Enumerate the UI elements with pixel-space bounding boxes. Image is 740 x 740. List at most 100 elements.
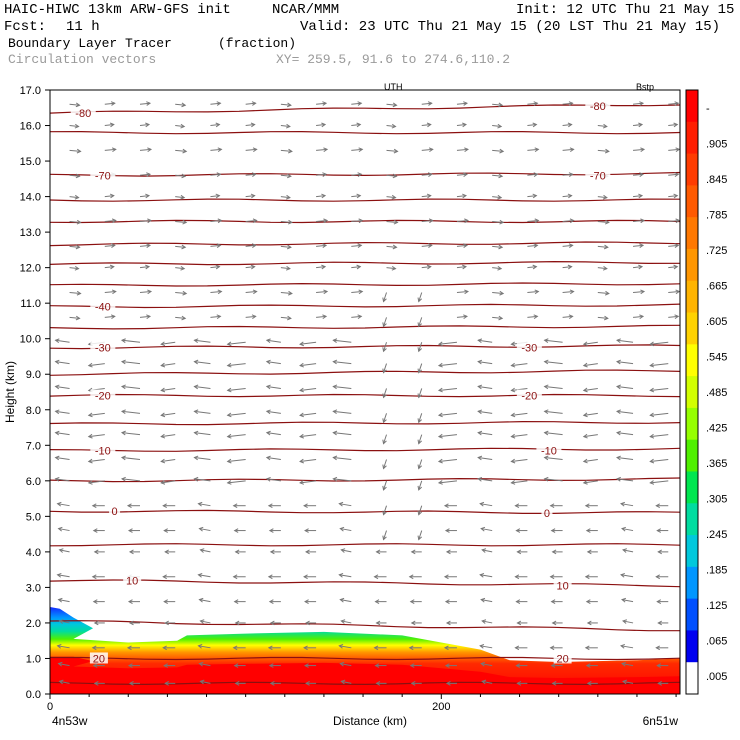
y-tick-label: 4.0 — [26, 547, 41, 559]
circulation-vector — [492, 292, 504, 295]
circulation-vector — [418, 342, 423, 352]
colorbar-swatch — [686, 217, 698, 250]
circulation-vector — [616, 457, 634, 461]
vector-arrowhead — [616, 384, 621, 390]
y-tick-label: 9.0 — [26, 369, 41, 381]
vector-arrowhead — [382, 322, 387, 328]
vector-arrowhead — [674, 314, 680, 320]
temperature-contour — [50, 420, 680, 426]
circulation-vector — [668, 219, 680, 222]
vector-arrowhead — [285, 123, 291, 129]
vector-arrowhead — [410, 680, 416, 686]
circulation-vector — [300, 434, 317, 438]
circulation-vector — [341, 549, 352, 553]
circulation-vector — [616, 385, 634, 389]
vector-arrowhead — [269, 549, 275, 555]
vector-arrowhead — [110, 101, 116, 106]
colorbar-label: .665 — [706, 280, 727, 292]
temperature-contour — [50, 130, 680, 135]
circulation-vector — [333, 385, 352, 389]
circulation-vector — [456, 148, 469, 151]
vector-arrowhead — [497, 123, 503, 129]
vector-arrowhead — [127, 599, 133, 604]
vector-arrowhead — [288, 148, 293, 154]
vector-arrowhead — [582, 412, 588, 418]
colorbar-label: - — [706, 103, 710, 115]
vector-arrowhead — [392, 173, 398, 179]
circulation-vector — [351, 244, 362, 247]
circulation-vector — [583, 341, 598, 345]
circulation-vector — [438, 341, 458, 345]
contour-label-bg — [90, 300, 116, 312]
circulation-vector — [57, 645, 70, 649]
vector-arrowhead — [516, 620, 522, 626]
circulation-vector — [341, 680, 352, 684]
vector-arrowhead — [305, 680, 310, 686]
circulation-vector — [421, 244, 432, 247]
vector-arrowhead — [464, 147, 469, 153]
vector-arrowhead — [463, 314, 468, 320]
colorbar: - .905 .845 .785 .725 .665 .605 .545 .485 .425 .36… — [685, 89, 727, 695]
circulation-vector — [245, 124, 255, 127]
vector-arrowhead — [332, 476, 338, 482]
circulation-vector — [527, 266, 537, 269]
circulation-vector — [562, 173, 573, 176]
circulation-vector — [620, 574, 634, 578]
vector-arrowhead — [357, 314, 363, 320]
circulation-vector — [351, 291, 363, 294]
vector-arrowhead — [568, 101, 574, 106]
circulation-vector — [88, 363, 105, 367]
circulation-vector — [280, 220, 292, 223]
vector-arrowhead — [498, 102, 504, 108]
vector-arrowhead — [126, 503, 132, 509]
circulation-vector — [175, 292, 187, 295]
circulation-vectors — [54, 101, 680, 686]
circulation-vector — [351, 124, 361, 127]
vector-arrowhead — [252, 289, 258, 295]
x-tick-label: 0 — [47, 701, 53, 713]
circulation-vector — [340, 599, 352, 603]
circulation-vector — [69, 267, 79, 270]
temperature-contour — [50, 344, 680, 350]
circulation-vector — [351, 266, 361, 269]
vector-arrowhead — [568, 243, 574, 248]
circulation-vector — [616, 410, 634, 414]
circulation-vector — [199, 663, 211, 667]
colorbar-swatch — [686, 376, 698, 409]
vector-arrowhead — [582, 458, 588, 464]
circulation-vector — [492, 267, 502, 270]
vector-arrowhead — [199, 679, 205, 685]
contour-label: -80 — [590, 101, 606, 113]
vector-arrowhead — [193, 430, 199, 436]
contour-label: -20 — [95, 391, 111, 403]
vector-arrowhead — [543, 455, 549, 461]
contour-label-bg — [109, 505, 121, 517]
circulation-vector — [161, 459, 176, 463]
colorbar-label: .485 — [706, 387, 727, 399]
vector-arrowhead — [582, 433, 588, 439]
vector-arrowhead — [182, 219, 188, 225]
vector-arrowhead — [56, 572, 62, 578]
circulation-vector — [69, 316, 80, 319]
vector-arrowhead — [417, 510, 423, 516]
vector-arrowhead — [339, 526, 345, 532]
vector-arrowhead — [639, 243, 645, 248]
vector-arrowhead — [499, 219, 505, 225]
circulation-vector — [438, 412, 458, 416]
vector-arrowhead — [620, 572, 625, 578]
vector-arrowhead — [375, 620, 381, 626]
circulation-vector — [194, 457, 211, 461]
circulation-vector — [668, 148, 680, 151]
circulation-vector — [210, 291, 222, 294]
vector-arrowhead — [234, 549, 240, 555]
vector-arrowhead — [215, 264, 221, 270]
circulation-vector — [88, 434, 105, 438]
circulation-vector — [300, 341, 317, 345]
circulation-vector — [481, 663, 493, 667]
vector-arrowhead — [550, 599, 556, 604]
x-endpoint-right: 6n51w — [643, 714, 679, 728]
vector-arrowhead — [181, 244, 187, 250]
vector-arrowhead — [373, 645, 379, 651]
vector-arrowhead — [584, 574, 590, 580]
x-tick-label: 200 — [432, 701, 450, 713]
